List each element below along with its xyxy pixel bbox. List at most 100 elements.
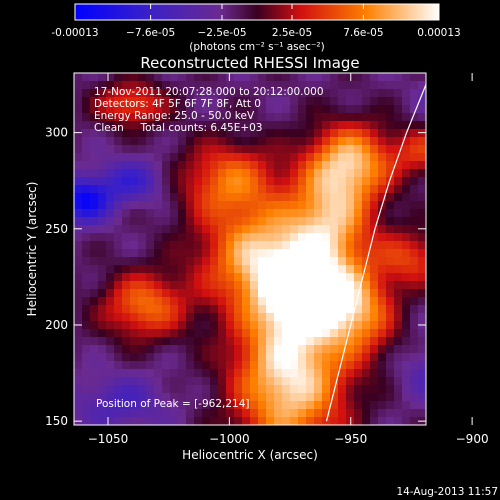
heatmap-cell	[186, 233, 195, 242]
heatmap-cell	[106, 233, 115, 242]
heatmap-cell	[298, 313, 307, 322]
heatmap-cell	[250, 225, 259, 234]
heatmap-cell	[370, 241, 379, 250]
heatmap-cell	[250, 417, 259, 425]
heatmap-cell	[338, 161, 347, 170]
heatmap-cell	[106, 265, 115, 274]
heatmap-cell	[234, 201, 243, 210]
heatmap-cell	[170, 401, 179, 410]
heatmap-cell	[282, 393, 291, 402]
heatmap-cell	[242, 185, 251, 194]
heatmap-cell	[346, 129, 355, 138]
heatmap-cell	[346, 257, 355, 266]
heatmap-cell	[298, 81, 307, 90]
heatmap-cell	[74, 121, 83, 130]
colorbar-tick-label: -0.00013	[51, 27, 98, 39]
heatmap-cell	[330, 369, 339, 378]
heatmap-cell	[290, 217, 299, 226]
heatmap-cell	[122, 281, 131, 290]
heatmap-cell	[338, 89, 347, 98]
heatmap-cell	[170, 201, 179, 210]
heatmap-cell	[322, 361, 331, 370]
heatmap-cell	[266, 217, 275, 226]
heatmap-cell	[202, 185, 211, 194]
heatmap-cell	[354, 209, 363, 218]
heatmap-cell	[330, 393, 339, 402]
heatmap-cell	[138, 393, 147, 402]
heatmap-cell	[194, 377, 203, 386]
heatmap-cell	[122, 105, 131, 114]
heatmap-cell	[314, 401, 323, 410]
heatmap-cell	[130, 209, 139, 218]
heatmap-cell	[298, 177, 307, 186]
heatmap-cell	[346, 329, 355, 338]
heatmap-cell	[370, 385, 379, 394]
heatmap-cell	[338, 345, 347, 354]
heatmap-cell	[178, 361, 187, 370]
heatmap-cell	[378, 233, 387, 242]
heatmap-cell	[298, 105, 307, 114]
heatmap-cell	[306, 217, 315, 226]
heatmap-cell	[130, 273, 139, 282]
heatmap-cell	[306, 145, 315, 154]
heatmap-cell	[378, 161, 387, 170]
heatmap-cell	[298, 153, 307, 162]
heatmap-cell	[370, 417, 379, 425]
heatmap-cell	[234, 161, 243, 170]
heatmap-cell	[322, 105, 331, 114]
heatmap-cell	[162, 353, 171, 362]
heatmap-cell	[202, 289, 211, 298]
heatmap-cell	[274, 209, 283, 218]
heatmap-cell	[258, 209, 267, 218]
heatmap-cell	[90, 233, 99, 242]
heatmap-cell	[90, 137, 99, 146]
heatmap-cell	[274, 281, 283, 290]
heatmap-cell	[122, 249, 131, 258]
heatmap-cell	[154, 321, 163, 330]
heatmap-cell	[394, 193, 403, 202]
heatmap-cell	[386, 161, 395, 170]
heatmap-cell	[298, 305, 307, 314]
heatmap-cell	[114, 89, 123, 98]
heatmap-cell	[410, 361, 419, 370]
heatmap-cell	[362, 409, 371, 418]
heatmap-cell	[130, 105, 139, 114]
heatmap-cell	[314, 161, 323, 170]
heatmap-cell	[378, 241, 387, 250]
heatmap-cell	[290, 321, 299, 330]
heatmap-cell	[162, 193, 171, 202]
heatmap-cell	[82, 137, 91, 146]
heatmap-cell	[194, 177, 203, 186]
heatmap-cell	[202, 377, 211, 386]
heatmap-cell	[218, 305, 227, 314]
heatmap-cell	[394, 321, 403, 330]
heatmap-cell	[98, 201, 107, 210]
heatmap-cell	[218, 217, 227, 226]
heatmap-cell	[290, 353, 299, 362]
heatmap-cell	[314, 313, 323, 322]
heatmap-cell	[194, 265, 203, 274]
heatmap-cell	[330, 105, 339, 114]
heatmap-cell	[178, 217, 187, 226]
heatmap-cell	[330, 217, 339, 226]
heatmap-cell	[170, 273, 179, 282]
heatmap-cell	[314, 185, 323, 194]
heatmap-cell	[210, 353, 219, 362]
heatmap-cell	[162, 273, 171, 282]
heatmap-cell	[130, 305, 139, 314]
heatmap-cell	[170, 377, 179, 386]
heatmap-cell	[274, 153, 283, 162]
heatmap-cell	[306, 417, 315, 425]
heatmap-cell	[170, 265, 179, 274]
heatmap-cell	[154, 201, 163, 210]
heatmap-cell	[90, 385, 99, 394]
heatmap-cell	[122, 257, 131, 266]
heatmap-cell	[362, 129, 371, 138]
heatmap-cell	[106, 161, 115, 170]
heatmap-cell	[98, 417, 107, 425]
heatmap-cell	[202, 73, 211, 82]
heatmap-cell	[186, 137, 195, 146]
heatmap-cell	[234, 305, 243, 314]
heatmap-cell	[138, 217, 147, 226]
heatmap-cell	[226, 273, 235, 282]
